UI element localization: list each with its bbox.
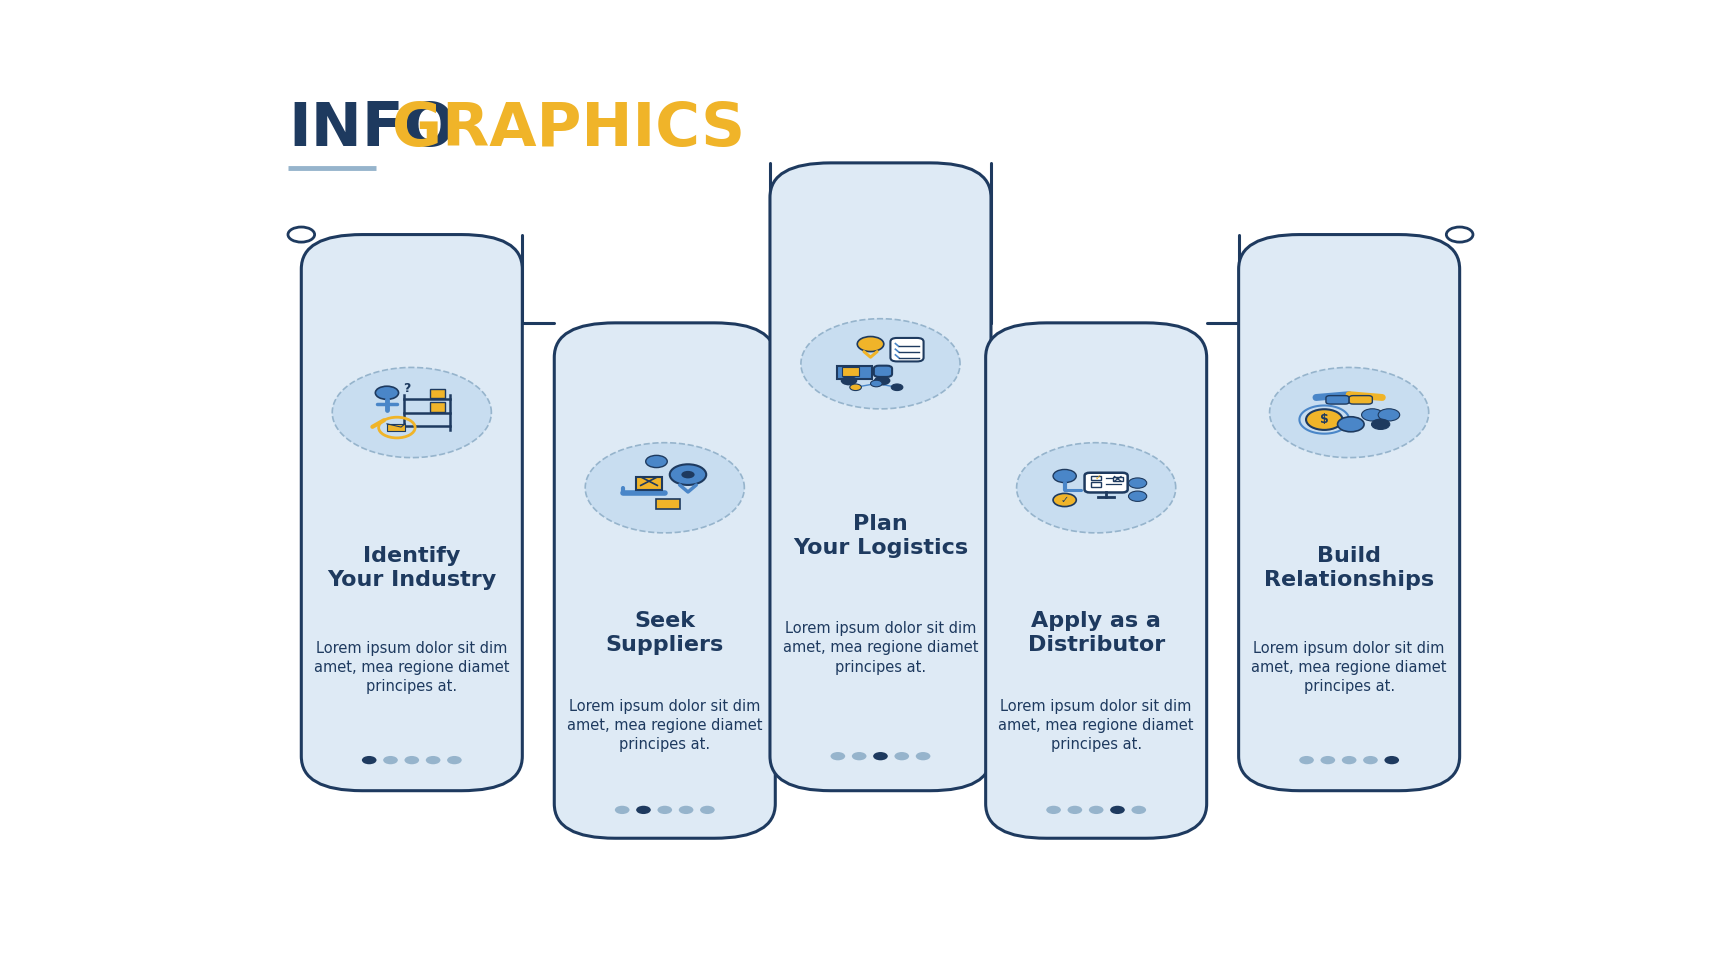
FancyBboxPatch shape [301, 234, 522, 791]
FancyBboxPatch shape [986, 322, 1206, 838]
Circle shape [871, 380, 881, 387]
Text: GRAPHICS: GRAPHICS [392, 100, 746, 159]
Circle shape [682, 470, 694, 478]
Text: Lorem ipsum dolor sit dim
amet, mea regione diamet
principes at.: Lorem ipsum dolor sit dim amet, mea regi… [314, 641, 510, 694]
FancyBboxPatch shape [1349, 396, 1373, 404]
Circle shape [852, 752, 866, 760]
Circle shape [636, 806, 651, 814]
FancyBboxPatch shape [1091, 475, 1101, 480]
Circle shape [1321, 756, 1335, 764]
Circle shape [1046, 806, 1062, 814]
FancyBboxPatch shape [890, 338, 924, 362]
Circle shape [1447, 227, 1472, 242]
Circle shape [383, 756, 399, 764]
Circle shape [1129, 491, 1146, 502]
Circle shape [1385, 756, 1398, 764]
Circle shape [586, 443, 744, 533]
Circle shape [850, 384, 861, 391]
FancyBboxPatch shape [430, 389, 445, 399]
Circle shape [895, 752, 909, 760]
Circle shape [658, 806, 672, 814]
Circle shape [447, 756, 462, 764]
FancyBboxPatch shape [1326, 396, 1349, 404]
Text: Apply as a
Distributor: Apply as a Distributor [1027, 612, 1165, 656]
Text: ✓: ✓ [1094, 473, 1101, 482]
Circle shape [426, 756, 440, 764]
Circle shape [375, 386, 399, 400]
FancyBboxPatch shape [837, 366, 873, 379]
Circle shape [679, 806, 694, 814]
Circle shape [1306, 410, 1342, 430]
Circle shape [1338, 416, 1364, 432]
Circle shape [332, 368, 491, 458]
Circle shape [1362, 409, 1383, 421]
FancyBboxPatch shape [430, 402, 445, 412]
FancyBboxPatch shape [1113, 476, 1122, 481]
Circle shape [1270, 368, 1429, 458]
Text: Lorem ipsum dolor sit dim
amet, mea regione diamet
principes at.: Lorem ipsum dolor sit dim amet, mea regi… [998, 699, 1194, 753]
Circle shape [1129, 478, 1146, 488]
FancyBboxPatch shape [1091, 482, 1101, 487]
FancyBboxPatch shape [1239, 234, 1460, 791]
FancyBboxPatch shape [770, 163, 991, 791]
Text: Seek
Suppliers: Seek Suppliers [606, 612, 723, 656]
Circle shape [857, 336, 883, 352]
Text: ✓: ✓ [1060, 495, 1069, 505]
Circle shape [1089, 806, 1103, 814]
Text: Build
Relationships: Build Relationships [1264, 546, 1435, 590]
Circle shape [362, 756, 376, 764]
Circle shape [1110, 806, 1125, 814]
Circle shape [916, 752, 931, 760]
FancyBboxPatch shape [387, 423, 405, 431]
Circle shape [646, 456, 667, 467]
Text: ?: ? [404, 381, 411, 395]
FancyBboxPatch shape [874, 366, 892, 377]
Circle shape [874, 376, 890, 385]
Text: Plan
Your Logistics: Plan Your Logistics [794, 514, 967, 559]
FancyBboxPatch shape [842, 368, 859, 375]
Circle shape [670, 465, 706, 485]
Circle shape [1132, 806, 1146, 814]
Circle shape [1378, 409, 1400, 421]
Circle shape [1371, 419, 1390, 429]
Circle shape [840, 376, 857, 385]
Circle shape [1299, 756, 1314, 764]
Text: Lorem ipsum dolor sit dim
amet, mea regione diamet
principes at.: Lorem ipsum dolor sit dim amet, mea regi… [783, 621, 978, 674]
FancyBboxPatch shape [555, 322, 775, 838]
Circle shape [289, 227, 314, 242]
FancyBboxPatch shape [1084, 472, 1127, 493]
Circle shape [1362, 756, 1378, 764]
Text: INFO: INFO [289, 100, 455, 159]
Circle shape [404, 756, 419, 764]
Circle shape [1053, 469, 1075, 482]
Text: $: $ [1319, 414, 1328, 426]
Text: Lorem ipsum dolor sit dim
amet, mea regione diamet
principes at.: Lorem ipsum dolor sit dim amet, mea regi… [1251, 641, 1447, 694]
Circle shape [892, 384, 904, 391]
Circle shape [830, 752, 845, 760]
FancyBboxPatch shape [636, 477, 663, 490]
Circle shape [873, 752, 888, 760]
Circle shape [1342, 756, 1357, 764]
Circle shape [699, 806, 715, 814]
Circle shape [1017, 443, 1175, 533]
Circle shape [615, 806, 629, 814]
Text: Lorem ipsum dolor sit dim
amet, mea regione diamet
principes at.: Lorem ipsum dolor sit dim amet, mea regi… [567, 699, 763, 753]
Circle shape [1067, 806, 1082, 814]
Circle shape [801, 318, 960, 409]
FancyBboxPatch shape [656, 499, 680, 509]
Circle shape [1053, 493, 1075, 507]
Text: Identify
Your Industry: Identify Your Industry [326, 546, 497, 590]
